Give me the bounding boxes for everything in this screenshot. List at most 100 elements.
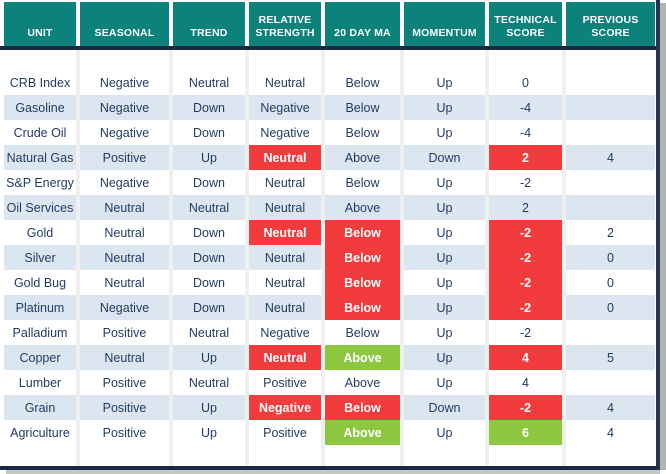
- table-cell: Negative: [249, 395, 321, 420]
- table-cell: Above: [325, 370, 400, 395]
- table-cell: 2: [489, 145, 562, 170]
- spacer-cell: [4, 445, 76, 466]
- table-cell: Neutral: [249, 70, 321, 95]
- unit-cell: Crude Oil: [4, 120, 76, 145]
- table-cell: [566, 195, 655, 220]
- table-cell: 5: [566, 345, 655, 370]
- table-cell: Below: [325, 395, 400, 420]
- table-cell: -2: [489, 270, 562, 295]
- table-cell: Down: [173, 295, 245, 320]
- table-cell: 6: [489, 420, 562, 445]
- table-cell: Below: [325, 120, 400, 145]
- table-cell: Negative: [249, 120, 321, 145]
- unit-cell: CRB Index: [4, 70, 76, 95]
- table-cell: -2: [489, 170, 562, 195]
- table-cell: 0: [489, 70, 562, 95]
- table-cell: Down: [173, 245, 245, 270]
- header-cell: 20 DAY MA: [325, 2, 400, 46]
- table-cell: Neutral: [80, 270, 169, 295]
- table-body: CRB Index Negative Neutral Neutral Below Up 0 G…: [4, 50, 655, 466]
- spacer-cell: [325, 50, 400, 70]
- table-cell: Up: [404, 370, 485, 395]
- table-cell: Up: [173, 395, 245, 420]
- table-cell: -2: [489, 245, 562, 270]
- table-cell: Below: [325, 320, 400, 345]
- table-cell: 4: [489, 345, 562, 370]
- unit-cell: Natural Gas: [4, 145, 76, 170]
- table-cell: Neutral: [249, 245, 321, 270]
- table-cell: Up: [404, 345, 485, 370]
- spacer-cell: [173, 445, 245, 466]
- table-cell: Neutral: [173, 320, 245, 345]
- frame-right-border: [656, 0, 660, 470]
- table-cell: Positive: [80, 320, 169, 345]
- table-cell: Positive: [80, 370, 169, 395]
- table-cell: Down: [404, 145, 485, 170]
- table-cell: Above: [325, 145, 400, 170]
- table-cell: Down: [173, 170, 245, 195]
- table-cell: Neutral: [173, 195, 245, 220]
- spacer-cell: [325, 445, 400, 466]
- table-cell: Below: [325, 95, 400, 120]
- unit-cell: Lumber: [4, 370, 76, 395]
- spacer-cell: [566, 445, 655, 466]
- unit-cell: Agriculture: [4, 420, 76, 445]
- unit-cell: Palladium: [4, 320, 76, 345]
- table-bottom-border: [0, 466, 661, 470]
- table-cell: 4: [489, 370, 562, 395]
- table-cell: Negative: [249, 320, 321, 345]
- table-cell: [566, 170, 655, 195]
- table-cell: 4: [566, 395, 655, 420]
- table-cell: Neutral: [249, 145, 321, 170]
- header-cell: PREVIOUS SCORE: [566, 2, 655, 46]
- table-cell: Down: [173, 270, 245, 295]
- table-cell: Positive: [80, 420, 169, 445]
- table-cell: Below: [325, 70, 400, 95]
- header-cell: UNIT: [4, 2, 76, 46]
- table-cell: 2: [489, 195, 562, 220]
- table-cell: Up: [173, 420, 245, 445]
- table-cell: Below: [325, 170, 400, 195]
- unit-cell: Oil Services: [4, 195, 76, 220]
- table-cell: Down: [404, 395, 485, 420]
- table-cell: -2: [489, 295, 562, 320]
- table-cell: Up: [404, 420, 485, 445]
- table-cell: Positive: [249, 370, 321, 395]
- table-cell: Up: [404, 320, 485, 345]
- header-cell: MOMENTUM: [404, 2, 485, 46]
- table-cell: Down: [173, 120, 245, 145]
- table-cell: [566, 70, 655, 95]
- table-cell: Negative: [80, 120, 169, 145]
- spacer-cell: [249, 50, 321, 70]
- header-cell: TECHNICAL SCORE: [489, 2, 562, 46]
- table-cell: Up: [173, 145, 245, 170]
- table-cell: Up: [404, 195, 485, 220]
- table-cell: Neutral: [249, 220, 321, 245]
- table-cell: Below: [325, 295, 400, 320]
- table-cell: Up: [404, 270, 485, 295]
- spacer-cell: [80, 445, 169, 466]
- spacer-cell: [566, 50, 655, 70]
- drop-shadow-right: [660, 3, 666, 470]
- table-cell: 0: [566, 245, 655, 270]
- table-cell: Above: [325, 420, 400, 445]
- table-cell: 0: [566, 270, 655, 295]
- table-cell: 4: [566, 145, 655, 170]
- unit-cell: Grain: [4, 395, 76, 420]
- header-underline: [0, 46, 661, 50]
- table-cell: Positive: [80, 395, 169, 420]
- table-cell: Up: [404, 170, 485, 195]
- table-cell: Positive: [80, 145, 169, 170]
- table-cell: [566, 370, 655, 395]
- unit-cell: Gasoline: [4, 95, 76, 120]
- unit-cell: Platinum: [4, 295, 76, 320]
- table-cell: Negative: [249, 95, 321, 120]
- table-cell: -2: [489, 220, 562, 245]
- table-cell: Negative: [80, 95, 169, 120]
- table-cell: -4: [489, 95, 562, 120]
- drop-shadow-bottom: [6, 470, 660, 474]
- table-cell: Negative: [80, 295, 169, 320]
- spacer-cell: [173, 50, 245, 70]
- table-cell: [566, 320, 655, 345]
